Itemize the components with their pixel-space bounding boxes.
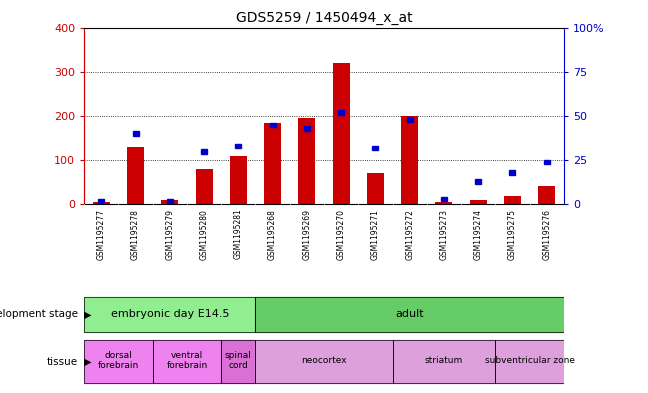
Bar xyxy=(475,179,481,184)
Bar xyxy=(255,297,564,332)
Bar xyxy=(201,149,207,154)
Bar xyxy=(153,340,221,383)
Text: ▶: ▶ xyxy=(84,356,92,367)
Text: GSM1195270: GSM1195270 xyxy=(336,209,345,260)
Bar xyxy=(127,147,144,204)
Text: dorsal
forebrain: dorsal forebrain xyxy=(98,351,139,370)
Text: subventricular zone: subventricular zone xyxy=(485,356,575,365)
Bar xyxy=(161,200,178,204)
Bar xyxy=(503,195,521,204)
Text: adult: adult xyxy=(395,309,424,319)
Bar xyxy=(435,202,452,204)
Bar xyxy=(196,169,213,204)
Bar xyxy=(393,340,495,383)
Bar xyxy=(153,340,221,383)
Bar xyxy=(441,197,447,201)
Title: GDS5259 / 1450494_x_at: GDS5259 / 1450494_x_at xyxy=(236,11,412,25)
Bar xyxy=(167,198,173,203)
Bar xyxy=(470,200,487,204)
Bar xyxy=(298,118,316,204)
Bar xyxy=(255,297,564,332)
Text: embryonic day E14.5: embryonic day E14.5 xyxy=(111,309,229,319)
Bar xyxy=(367,173,384,204)
Bar xyxy=(84,340,153,383)
Text: GSM1195279: GSM1195279 xyxy=(165,209,174,260)
Bar xyxy=(401,116,418,204)
Text: GSM1195274: GSM1195274 xyxy=(474,209,483,260)
Text: tissue: tissue xyxy=(47,356,78,367)
Text: GSM1195276: GSM1195276 xyxy=(542,209,551,260)
Text: striatum: striatum xyxy=(424,356,463,365)
Bar xyxy=(338,110,344,115)
Text: GSM1195280: GSM1195280 xyxy=(200,209,209,259)
Text: ventral
forebrain: ventral forebrain xyxy=(167,351,207,370)
Bar xyxy=(264,123,281,204)
Bar xyxy=(255,340,393,383)
Bar xyxy=(255,340,393,383)
Bar xyxy=(495,340,564,383)
Text: GSM1195275: GSM1195275 xyxy=(508,209,517,260)
Text: GSM1195268: GSM1195268 xyxy=(268,209,277,259)
Bar xyxy=(406,117,413,122)
Bar xyxy=(538,186,555,204)
Text: GSM1195278: GSM1195278 xyxy=(131,209,140,259)
Bar xyxy=(509,170,515,175)
Bar xyxy=(270,123,275,127)
Text: GSM1195269: GSM1195269 xyxy=(303,209,312,260)
Text: GSM1195277: GSM1195277 xyxy=(97,209,106,260)
Bar xyxy=(221,340,255,383)
Bar xyxy=(93,202,110,204)
Bar xyxy=(495,340,564,383)
Bar xyxy=(221,340,255,383)
Text: GSM1195271: GSM1195271 xyxy=(371,209,380,259)
Bar xyxy=(393,340,495,383)
Bar xyxy=(304,126,310,130)
Bar xyxy=(332,63,350,204)
Text: neocortex: neocortex xyxy=(301,356,347,365)
Bar xyxy=(230,156,247,204)
Text: GSM1195281: GSM1195281 xyxy=(234,209,243,259)
Text: development stage: development stage xyxy=(0,309,78,320)
Text: GSM1195273: GSM1195273 xyxy=(439,209,448,260)
Text: spinal
cord: spinal cord xyxy=(225,351,252,370)
Bar xyxy=(544,160,550,164)
Text: GSM1195272: GSM1195272 xyxy=(405,209,414,259)
Bar xyxy=(98,198,104,203)
Bar xyxy=(133,131,139,136)
Bar xyxy=(235,144,242,148)
Bar xyxy=(84,297,255,332)
Text: ▶: ▶ xyxy=(84,309,92,320)
Bar xyxy=(84,340,153,383)
Bar xyxy=(84,297,255,332)
Bar xyxy=(373,145,378,150)
